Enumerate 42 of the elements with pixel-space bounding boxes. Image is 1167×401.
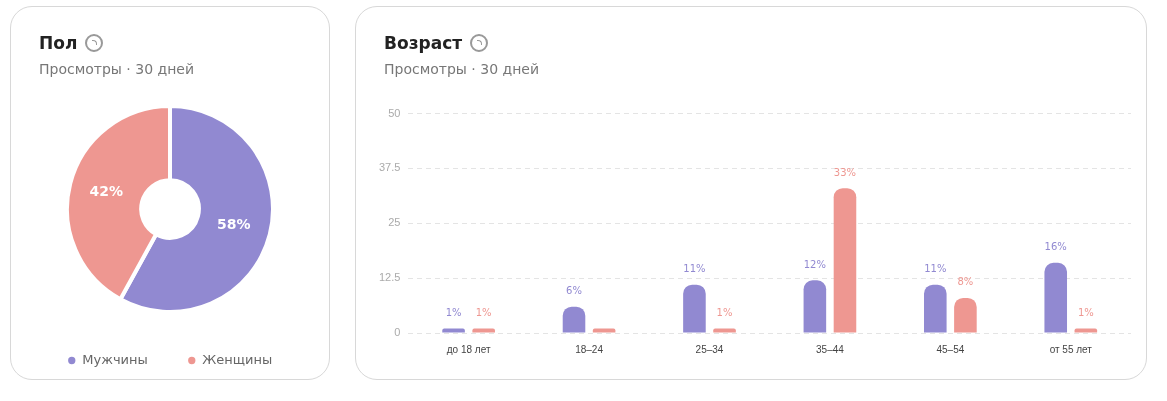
data-label: 42% [89,183,123,200]
x-tick-label: 18–24 [575,343,604,355]
data-label: 1% [1077,307,1094,319]
data-label: 1% [716,307,733,319]
data-label: 1% [445,307,462,319]
data-label: 12% [803,258,826,270]
data-label: 1% [475,307,492,319]
x-tick-label: 25–34 [695,343,724,355]
y-tick-label: 50 [388,106,401,119]
chart-title: Пол [39,33,78,53]
y-tick-label: 37.5 [378,161,401,174]
legend-label: Женщины [202,351,273,367]
legend-label: Мужчины [82,351,148,367]
x-tick-label: 35–44 [816,343,845,355]
bar [954,297,977,333]
chart-title: Возраст [384,33,463,53]
bar [442,328,465,333]
chart-subtitle: Просмотры · 30 дней [39,61,195,77]
x-tick-label: от 55 лет [1049,343,1093,355]
bar [1044,262,1068,333]
data-label: 11% [683,263,706,275]
y-tick-label: 25 [388,216,401,229]
data-label: 16% [1044,241,1067,253]
bar [833,188,857,333]
bar [924,284,947,333]
bar [592,328,616,333]
x-tick-label: 45–54 [936,343,965,355]
bar [683,284,706,333]
data-label: 58% [217,216,251,233]
bar [472,328,495,333]
data-label: 11% [924,263,947,275]
bar [1074,328,1098,333]
bar [713,328,736,333]
data-label: 8% [957,276,974,288]
y-tick-label: 0 [394,326,401,339]
data-label: 33% [833,166,857,178]
bar [803,280,827,333]
x-tick-label: до 18 лет [446,343,491,355]
data-label: 6% [566,285,582,297]
bar [562,306,586,333]
y-tick-label: 12.5 [378,271,401,284]
chart-subtitle: Просмотры · 30 дней [384,61,540,77]
